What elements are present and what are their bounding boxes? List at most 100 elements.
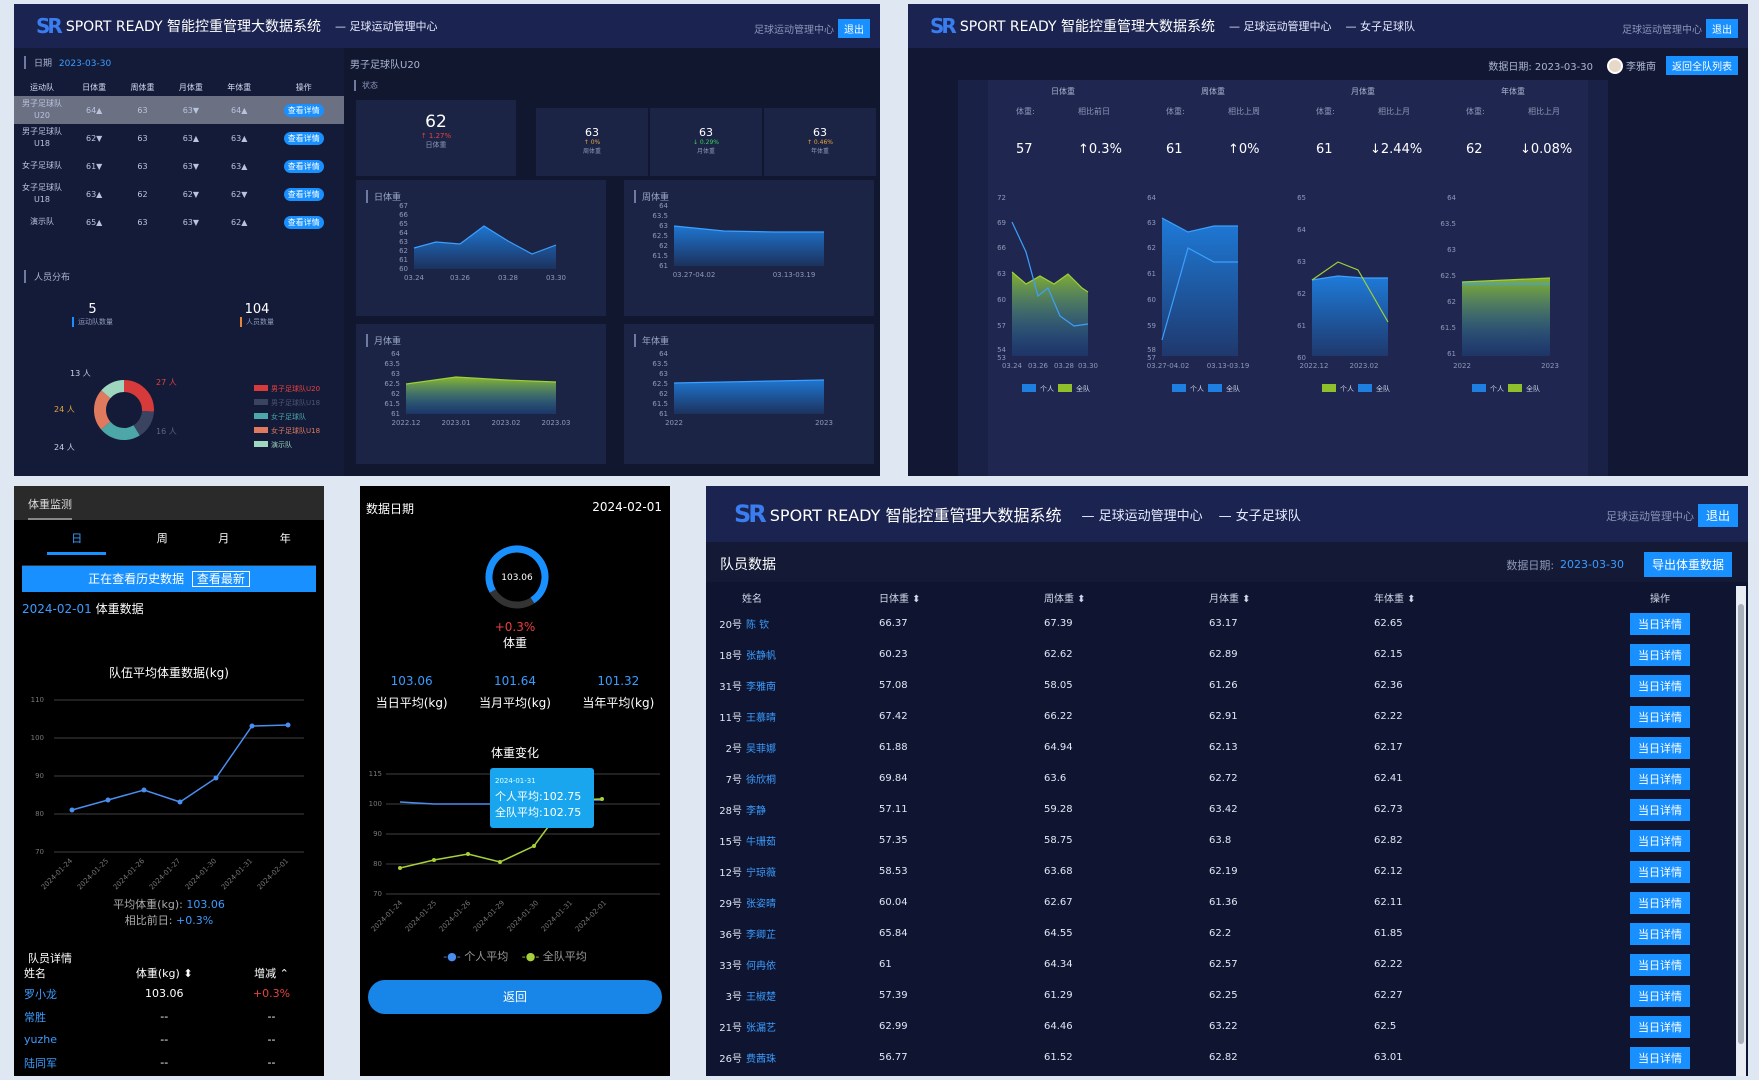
player-name[interactable]: 张姿晴 [746, 899, 776, 910]
player-name[interactable]: 王慕晴 [746, 713, 776, 724]
legend-label[interactable]: 个人 [1490, 385, 1504, 393]
day-detail-button[interactable]: 当日详情 [1630, 643, 1690, 666]
back-to-list-button[interactable]: 返回全队列表 [1666, 56, 1738, 75]
monitor-tab-header[interactable]: 体重监测 [28, 496, 72, 520]
view-detail-button[interactable]: 查看详情 [283, 215, 324, 229]
table-row[interactable]: 罗小龙 103.06 +0.3% [24, 982, 314, 1005]
table-row[interactable]: 女子足球队 61▼ 63 63▼ 63▲ 查看详情 [14, 152, 344, 180]
player-name[interactable]: 王椒楚 [746, 992, 776, 1003]
view-detail-button[interactable]: 查看详情 [283, 187, 324, 201]
player-name[interactable]: 何冉依 [746, 961, 776, 972]
day-detail-button[interactable]: 当日详情 [1630, 953, 1690, 976]
col-header[interactable]: 年体重 [227, 82, 252, 92]
avatar[interactable] [1607, 57, 1623, 74]
col-header-change[interactable]: 增减 ⌃ [254, 967, 289, 980]
day-detail-button[interactable]: 当日详情 [1630, 1046, 1690, 1069]
col-header[interactable]: 周体重 [130, 82, 155, 92]
day-detail-button[interactable]: 当日详情 [1630, 922, 1690, 945]
day-detail-button[interactable]: 当日详情 [1630, 612, 1690, 635]
legend-item[interactable]: 演示队 [254, 438, 320, 452]
col-header[interactable]: 日体重 [82, 82, 107, 92]
export-button[interactable]: 导出体重数据 [1643, 552, 1732, 577]
table-row[interactable]: 29号 张姿晴 60.04 62.67 61.36 62.11 当日详情 [714, 887, 1726, 918]
table-row[interactable]: yuzhe -- -- [24, 1028, 314, 1051]
player-name[interactable]: 陈 钦 [746, 620, 770, 631]
legend-label[interactable]: 个人 [1190, 385, 1204, 393]
day-detail-button[interactable]: 当日详情 [1630, 767, 1690, 790]
tab-week[interactable]: 周 [156, 532, 168, 545]
table-row[interactable]: 36号 李卿芷 65.84 64.55 62.2 61.85 当日详情 [714, 918, 1726, 949]
day-detail-button[interactable]: 当日详情 [1630, 736, 1690, 759]
member-name[interactable]: yuzhe [24, 1033, 57, 1046]
player-name[interactable]: 宁琼薇 [746, 868, 776, 879]
table-row[interactable]: 3号 王椒楚 57.39 61.29 62.25 62.27 当日详情 [714, 980, 1726, 1011]
legend-label[interactable]: 全队 [1526, 384, 1540, 393]
legend-item[interactable]: 女子足球队 [254, 410, 320, 424]
table-row[interactable]: 女子足球队U18 63▲ 62 62▼ 62▼ 查看详情 [14, 180, 344, 208]
table-row[interactable]: 2号 吴菲娜 61.88 64.94 62.13 62.17 当日详情 [714, 732, 1726, 763]
table-row[interactable]: 31号 李雅南 57.08 58.05 61.26 62.36 当日详情 [714, 670, 1726, 701]
col-header[interactable]: 月体重 [178, 82, 203, 92]
player-name[interactable]: 吴菲娜 [746, 744, 776, 755]
date-value[interactable]: 2023-03-30 [1560, 558, 1624, 571]
player-name[interactable]: 费茜珠 [746, 1054, 776, 1065]
tab-month[interactable]: 月 [218, 532, 230, 545]
tab-year[interactable]: 年 [279, 532, 291, 545]
tab-day[interactable]: 日 [47, 530, 107, 555]
view-detail-button[interactable]: 查看详情 [283, 159, 324, 173]
day-detail-button[interactable]: 当日详情 [1630, 798, 1690, 821]
col-header[interactable]: 运动队 [30, 82, 54, 92]
legend-item[interactable]: 男子足球队U18 [254, 396, 320, 410]
day-detail-button[interactable]: 当日详情 [1630, 674, 1690, 697]
view-detail-button[interactable]: 查看详情 [283, 131, 324, 145]
legend-personal[interactable]: 个人平均 [464, 950, 509, 963]
player-name[interactable]: 牛珊茹 [746, 837, 776, 848]
table-row[interactable]: 男子足球队U20 64▲ 63 63▼ 64▲ 查看详情 [14, 96, 344, 124]
table-row[interactable]: 7号 徐欣桐 69.84 63.6 62.72 62.41 当日详情 [714, 763, 1726, 794]
col-header-day[interactable]: 日体重 ⬍ [879, 593, 921, 605]
legend-label[interactable]: 全队 [1076, 384, 1090, 393]
table-row[interactable]: 28号 李静 57.11 59.28 63.42 62.73 当日详情 [714, 794, 1726, 825]
table-row[interactable]: 男子足球队U18 62▼ 63 63▲ 63▲ 查看详情 [14, 124, 344, 152]
table-row[interactable]: 21号 张漏艺 62.99 64.46 63.22 62.5 当日详情 [714, 1011, 1726, 1042]
col-header-month[interactable]: 月体重 ⬍ [1209, 593, 1251, 605]
player-name[interactable]: 张漏艺 [746, 1023, 776, 1034]
player-name[interactable]: 张静帆 [746, 651, 776, 662]
back-button[interactable]: 返回 [368, 980, 662, 1014]
view-detail-button[interactable]: 查看详情 [283, 103, 324, 117]
logout-button[interactable]: 退出 [838, 19, 870, 38]
member-name[interactable]: 陆同军 [24, 1056, 57, 1070]
legend-label[interactable]: 个人 [1040, 385, 1054, 393]
day-detail-button[interactable]: 当日详情 [1630, 860, 1690, 883]
legend-label[interactable]: 个人 [1340, 385, 1354, 393]
day-detail-button[interactable]: 当日详情 [1630, 891, 1690, 914]
view-latest-button[interactable]: 查看最新 [191, 571, 250, 587]
player-name[interactable]: 李卿芷 [746, 930, 776, 941]
day-detail-button[interactable]: 当日详情 [1630, 829, 1690, 852]
col-header-weight[interactable]: 体重(kg) ⬍ [135, 967, 193, 980]
table-row[interactable]: 演示队 65▲ 63 63▼ 62▲ 查看详情 [14, 208, 344, 236]
table-row[interactable]: 12号 宁琼薇 58.53 63.68 62.19 62.12 当日详情 [714, 856, 1726, 887]
table-row[interactable]: 26号 费茜珠 56.77 61.52 62.82 63.01 当日详情 [714, 1042, 1726, 1073]
scrollbar-thumb[interactable] [1738, 604, 1744, 1044]
table-row[interactable]: 15号 牛珊茹 57.35 58.75 63.8 62.82 当日详情 [714, 825, 1726, 856]
date-value[interactable]: 2023-03-30 [58, 59, 112, 69]
legend-item[interactable]: 男子足球队U20 [254, 382, 320, 396]
table-row[interactable]: 陆同军 -- -- [24, 1051, 314, 1074]
legend-team[interactable]: 全队平均 [542, 950, 587, 963]
table-row[interactable]: 20号陈 钦 66.37 67.39 63.17 62.65 当日详情 [714, 608, 1726, 639]
scrollbar[interactable] [1736, 586, 1746, 1076]
table-row[interactable]: 33号 何冉依 61 64.34 62.57 62.22 当日详情 [714, 949, 1726, 980]
member-name[interactable]: 罗小龙 [24, 987, 57, 1001]
legend-item[interactable]: 女子足球队U18 [254, 424, 320, 438]
day-detail-button[interactable]: 当日详情 [1630, 1015, 1690, 1038]
day-detail-button[interactable]: 当日详情 [1630, 705, 1690, 728]
table-row[interactable]: 常胜 -- -- [24, 1005, 314, 1028]
table-row[interactable]: 18号 张静帆 60.23 62.62 62.89 62.15 当日详情 [714, 639, 1726, 670]
day-detail-button[interactable]: 当日详情 [1630, 984, 1690, 1007]
member-name[interactable]: 常胜 [24, 1010, 46, 1024]
logout-button[interactable]: 退出 [1706, 19, 1738, 38]
table-row[interactable]: 11号 王慕晴 67.42 66.22 62.91 62.22 当日详情 [714, 701, 1726, 732]
legend-label[interactable]: 全队 [1376, 384, 1390, 393]
player-name[interactable]: 李雅南 [746, 682, 776, 693]
